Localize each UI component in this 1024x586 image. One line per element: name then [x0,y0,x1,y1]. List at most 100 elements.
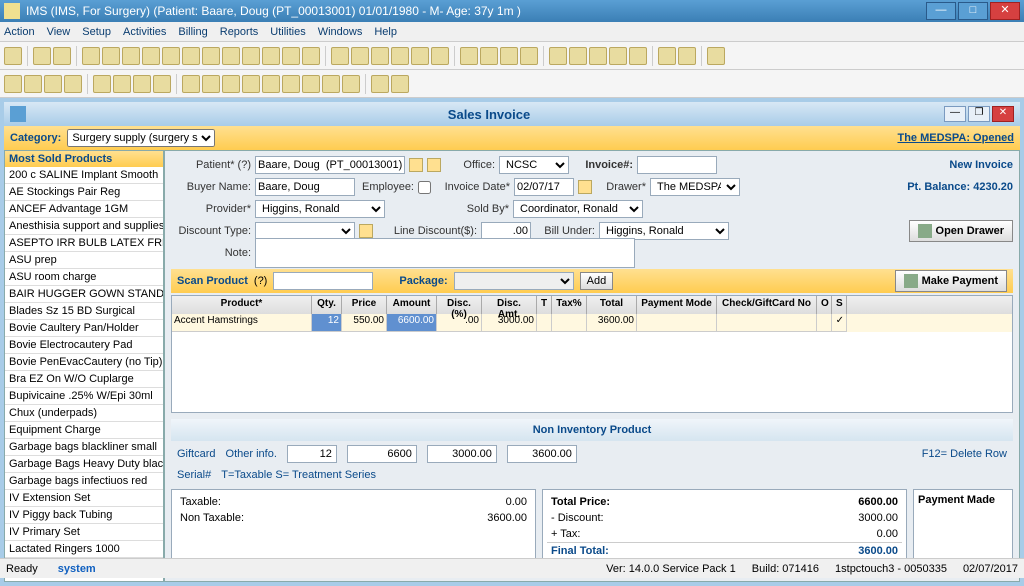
product-item[interactable]: IV Extension Set [5,490,163,507]
tb-icon[interactable] [302,75,320,93]
tb-icon[interactable] [331,47,349,65]
tb-icon[interactable] [302,47,320,65]
tb-icon[interactable] [182,47,200,65]
product-item[interactable]: Lactated Ringers 1000 [5,541,163,558]
help-icon[interactable]: (?) [254,275,267,287]
menu-help[interactable]: Help [374,26,397,38]
tb-icon[interactable] [4,75,22,93]
tb-icon[interactable] [202,47,220,65]
tb-icon[interactable] [182,75,200,93]
product-item[interactable]: Garbage bags blackliner small [5,439,163,456]
product-item[interactable]: Chux (underpads) [5,405,163,422]
opendrawer-button[interactable]: Open Drawer [909,220,1013,242]
tb-icon[interactable] [371,47,389,65]
buyer-input[interactable] [255,178,355,196]
menu-view[interactable]: View [47,26,71,38]
product-item[interactable]: ASU prep [5,252,163,269]
product-item[interactable]: BAIR HUGGER GOWN STANDARD [5,286,163,303]
tb-icon[interactable] [262,47,280,65]
cell-o[interactable] [817,314,832,332]
menu-setup[interactable]: Setup [82,26,111,38]
minimize-button[interactable]: — [926,2,956,20]
tb-icon[interactable] [44,75,62,93]
scan-input[interactable] [273,272,373,290]
disctype-icon[interactable] [359,224,373,238]
product-item[interactable]: Bra EZ On W/O Cuplarge [5,371,163,388]
tb-icon[interactable] [707,47,725,65]
grid-row[interactable]: Accent Hamstrings 12 550.00 6600.00 .00 … [172,314,1012,332]
tb-icon[interactable] [371,75,389,93]
cell-total[interactable]: 3600.00 [587,314,637,332]
makepayment-button[interactable]: Make Payment [895,270,1007,292]
tb-icon[interactable] [609,47,627,65]
tb-icon[interactable] [153,75,171,93]
product-item[interactable]: Bovie Electrocautery Pad [5,337,163,354]
product-item[interactable]: Bupivicaine .25% W/Epi 30ml [5,388,163,405]
drawer-select[interactable]: The MEDSPA [650,178,740,196]
tb-icon[interactable] [142,47,160,65]
invoice-input[interactable] [637,156,717,174]
tb-icon[interactable] [520,47,538,65]
tb-icon[interactable] [53,47,71,65]
product-item[interactable]: Garbage bags infectiuos red [5,473,163,490]
tb-icon[interactable] [322,75,340,93]
inner-minimize[interactable]: — [944,106,966,122]
tb-icon[interactable] [480,47,498,65]
patient-search-icon[interactable] [409,158,423,172]
product-item[interactable]: Bovie PenEvacCautery (no Tip) [5,354,163,371]
menu-action[interactable]: Action [4,26,35,38]
tb-icon[interactable] [589,47,607,65]
medspa-link[interactable]: The MEDSPA: Opened [897,132,1014,144]
cell-taxp[interactable] [552,314,587,332]
giftcard-link[interactable]: Giftcard [177,448,216,460]
employee-check[interactable] [418,181,431,194]
tb-icon[interactable] [162,47,180,65]
product-item[interactable]: Blades Sz 15 BD Surgical [5,303,163,320]
product-item[interactable]: ASEPTO IRR BULB LATEX FREE [5,235,163,252]
tb-icon[interactable] [222,47,240,65]
serial-link[interactable]: Serial# [177,469,211,481]
inner-restore[interactable]: ❐ [968,106,990,122]
tb-icon[interactable] [113,75,131,93]
tb-icon[interactable] [262,75,280,93]
cell-discp[interactable]: .00 [437,314,482,332]
product-item[interactable]: ASU room charge [5,269,163,286]
tb-icon[interactable] [342,75,360,93]
tb-icon[interactable] [391,75,409,93]
tb-icon[interactable] [133,75,151,93]
tb-icon[interactable] [33,47,51,65]
provider-select[interactable]: Higgins, Ronald [255,200,385,218]
package-select[interactable] [454,272,574,290]
tb-icon[interactable] [222,75,240,93]
cell-qty[interactable]: 12 [312,314,342,332]
cell-price[interactable]: 550.00 [342,314,387,332]
calendar-icon[interactable] [578,180,592,194]
product-item[interactable]: AE Stockings Pair Reg [5,184,163,201]
soldby-select[interactable]: Coordinator, Ronald [513,200,643,218]
tb-icon[interactable] [569,47,587,65]
menu-reports[interactable]: Reports [220,26,259,38]
tb-icon[interactable] [282,47,300,65]
product-item[interactable]: IV Primary Set [5,524,163,541]
tb-icon[interactable] [93,75,111,93]
tb-icon[interactable] [678,47,696,65]
tb-icon[interactable] [431,47,449,65]
tb-icon[interactable] [242,47,260,65]
menu-billing[interactable]: Billing [178,26,207,38]
product-item[interactable]: 200 c SALINE Implant Smooth [5,167,163,184]
inner-close[interactable]: ✕ [992,106,1014,122]
note-input[interactable] [255,238,635,268]
cell-checkno[interactable] [717,314,817,332]
tb-icon[interactable] [242,75,260,93]
tb-icon[interactable] [460,47,478,65]
tb-icon[interactable] [351,47,369,65]
cell-t[interactable] [537,314,552,332]
product-item[interactable]: IV Piggy back Tubing [5,507,163,524]
tb-icon[interactable] [549,47,567,65]
otherinfo-link[interactable]: Other info. [226,448,277,460]
product-item[interactable]: Equipment Charge [5,422,163,439]
tb-icon[interactable] [202,75,220,93]
menu-activities[interactable]: Activities [123,26,166,38]
tb-icon[interactable] [64,75,82,93]
tb-icon[interactable] [391,47,409,65]
